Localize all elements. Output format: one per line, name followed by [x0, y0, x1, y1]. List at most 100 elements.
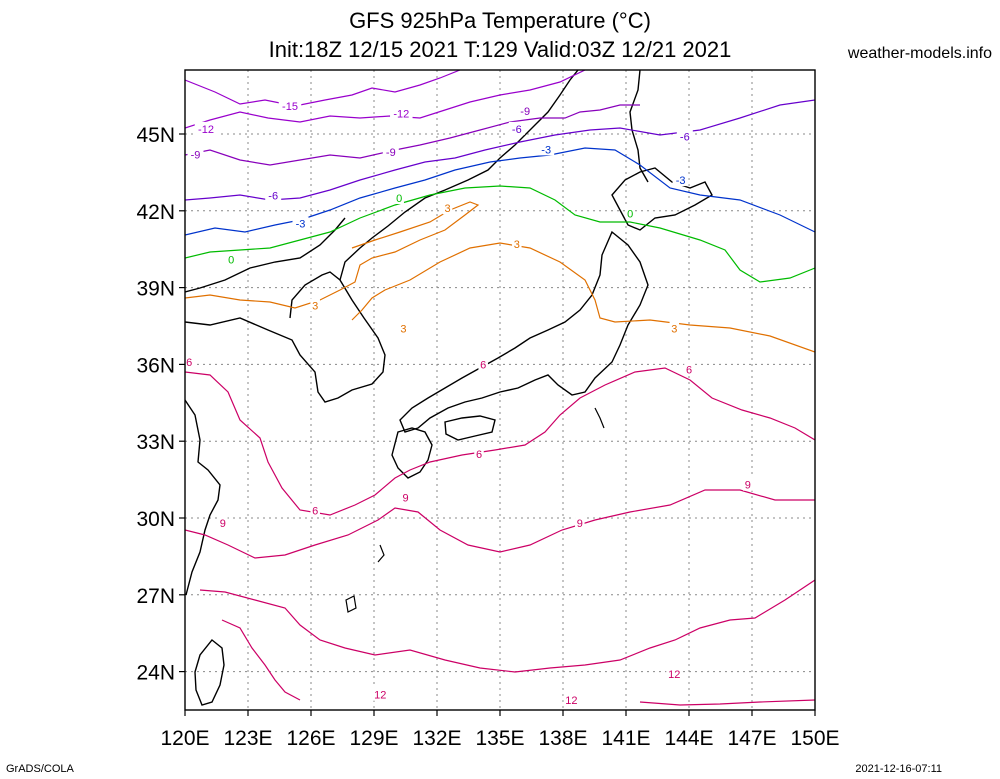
contour-label: -6 [680, 132, 690, 144]
lon-tick-label: 123E [223, 727, 272, 750]
contour-6 [185, 367, 815, 516]
contour-12-south [221, 619, 301, 701]
contour-label-bg [265, 188, 282, 202]
contour-label: -9 [386, 147, 396, 159]
map-title-line2: Init:18Z 12/15 2021 T:129 Valid:03Z 12/2… [268, 37, 732, 62]
contour-label: 3 [400, 324, 406, 336]
contour-label: 12 [668, 669, 680, 681]
contour-label-bg [310, 298, 320, 312]
contour-label: 0 [627, 208, 633, 220]
contour-label: 3 [312, 301, 318, 313]
contour-label-bg [676, 129, 693, 143]
lat-tick-label: 45N [136, 124, 175, 147]
coastlines [185, 70, 713, 706]
contour-12 [199, 579, 815, 673]
contour-label-bg [684, 362, 694, 376]
contour-label-bg [442, 201, 453, 215]
contour-label: 3 [514, 239, 520, 251]
lat-tick-label: 27N [136, 585, 175, 608]
lon-tick-label: 132E [412, 727, 461, 750]
contour-label: -12 [393, 109, 409, 121]
contour-label-bg [372, 687, 389, 701]
source-site-label: weather-models.info [847, 45, 992, 62]
contour-label-bg [575, 516, 585, 530]
contour-label: -9 [191, 149, 201, 161]
contour-label: 6 [186, 357, 192, 369]
contour-label: 3 [444, 203, 450, 215]
contour-label-bg [538, 142, 555, 156]
contour-minus3 [185, 147, 815, 236]
contour-label: 9 [220, 518, 226, 530]
contour-label: -3 [676, 175, 686, 187]
contour-label-bg [218, 516, 228, 530]
contour-label: 12 [565, 695, 577, 707]
contour-label-bg [743, 477, 753, 491]
map-title-line1: GFS 925hPa Temperature (°C) [349, 8, 651, 33]
lon-tick-label: 147E [727, 727, 776, 750]
lon-tick-label: 144E [664, 727, 713, 750]
contour-label: 6 [476, 449, 482, 461]
temperature-contours [185, 70, 815, 706]
contour-label: 3 [671, 324, 677, 336]
contour-label-bg [563, 692, 580, 706]
axis-ticks: 120E 123E 126E 129E 132E 135E 138E 141E 144E 147E… [136, 124, 839, 750]
contour-0 [185, 185, 815, 283]
contour-label: 0 [396, 193, 402, 205]
lon-tick-label: 150E [790, 727, 839, 750]
lon-tick-label: 135E [475, 727, 524, 750]
contour-label-bg [672, 173, 689, 187]
software-credit: GrADS/COLA [6, 763, 74, 775]
lat-tick-label: 33N [136, 431, 175, 454]
contour-3-north [185, 201, 480, 309]
lon-tick-label: 126E [286, 727, 335, 750]
contour-label: 6 [312, 505, 318, 517]
contour-label-bg [478, 357, 488, 371]
contour-label-bg [310, 503, 320, 517]
contour-label: 9 [402, 493, 408, 505]
contour-3-south [351, 242, 815, 353]
contour-label-bg [390, 106, 413, 120]
lon-tick-label: 138E [538, 727, 587, 750]
contour-15-edge [639, 699, 815, 706]
contour-label: 0 [228, 254, 234, 266]
contour-label: 6 [686, 365, 692, 377]
contour-label: -3 [296, 219, 306, 231]
lon-tick-label: 120E [160, 727, 209, 750]
lon-tick-label: 129E [349, 727, 398, 750]
lat-tick-label: 36N [136, 354, 175, 377]
lat-tick-label: 39N [136, 278, 175, 301]
lat-lon-grid [185, 70, 815, 710]
contour-label-bg [474, 447, 484, 460]
contour-label: -6 [268, 190, 278, 202]
contour-label-bg [194, 121, 218, 135]
contour-label-bg [625, 206, 635, 220]
contour-label-bg [394, 191, 404, 204]
contour-label-bg [292, 216, 309, 230]
contour-label-bg [278, 98, 302, 112]
contour-label-bg [226, 252, 236, 266]
lat-tick-label: 24N [136, 662, 175, 685]
generation-timestamp: 2021-12-16-07:11 [855, 763, 942, 775]
contour-label-bg [517, 103, 534, 117]
contour-minus12 [185, 70, 586, 129]
lat-tick-label: 30N [136, 508, 175, 531]
contour-label-bg [185, 354, 194, 368]
contour-value-labels: -15 -12 -12 -9 -9 -9 -6 -6 -6 -3 -3 -3 0 0 0 3 3 3 3 3 6 6 6 6 6… [185, 98, 753, 707]
contour-label: 9 [745, 480, 751, 492]
contour-label: -12 [198, 124, 214, 136]
contour-minus15 [185, 70, 461, 107]
contour-minus9 [185, 104, 640, 166]
contour-label: -6 [512, 124, 522, 136]
contour-label-bg [669, 321, 680, 335]
contour-label-bg [382, 144, 399, 158]
contour-label-bg [666, 667, 683, 681]
contour-label: -15 [282, 101, 298, 113]
contour-label: 9 [577, 518, 583, 530]
contour-label: 6 [480, 359, 486, 371]
contour-label-bg [187, 147, 204, 161]
lon-tick-label: 141E [601, 727, 650, 750]
contour-label: -9 [520, 106, 530, 118]
contour-label: -3 [541, 144, 551, 156]
contour-9 [185, 489, 815, 559]
